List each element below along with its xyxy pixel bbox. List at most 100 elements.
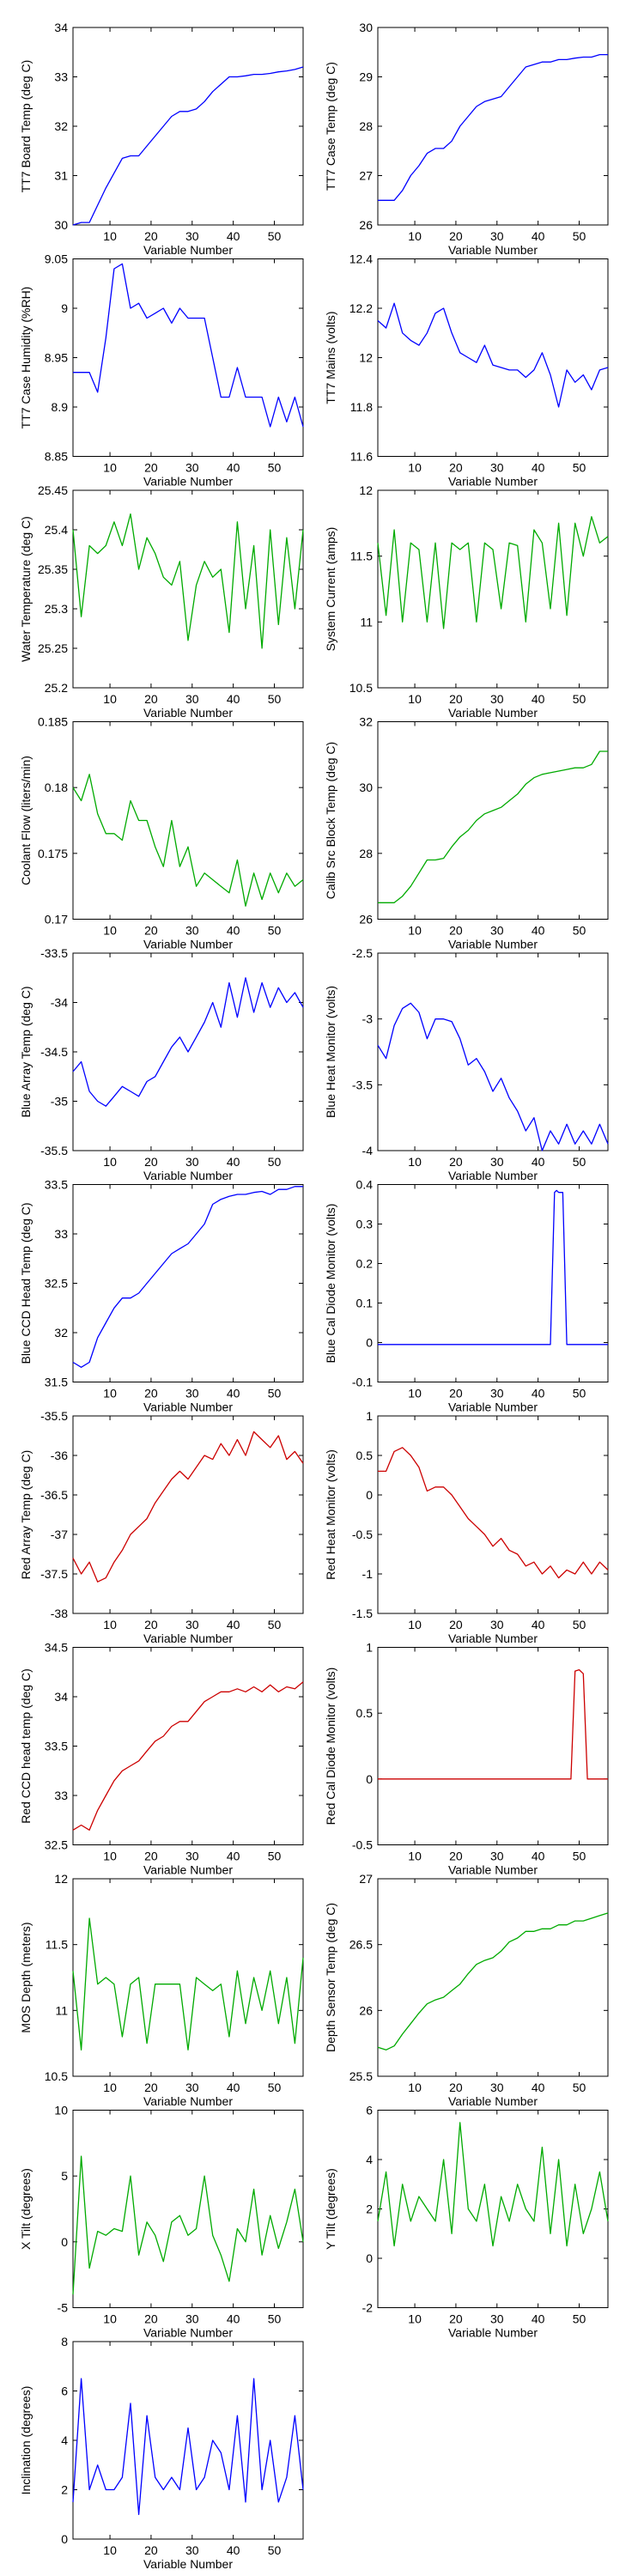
x-tick-label: 10 bbox=[408, 229, 422, 243]
chart-panel-11: 10 20 30 40 50 31.5 32 32.5 33 33.5 Variable Numbe… bbox=[19, 1178, 304, 1414]
series-line bbox=[72, 2378, 304, 2515]
y-tick-label: 34 bbox=[54, 1690, 68, 1704]
y-tick-label: 27 bbox=[359, 1872, 373, 1886]
y-tick-label: 33 bbox=[54, 1227, 68, 1241]
y-tick-label: 25.35 bbox=[38, 562, 68, 576]
chart-panel-7: 10 20 30 40 50 0.17 0.175 0.18 0.185 Variable Num… bbox=[19, 715, 304, 951]
x-axis-label: Variable Number bbox=[448, 1169, 538, 1182]
y-tick-label: 0 bbox=[366, 1488, 373, 1502]
x-tick-label: 10 bbox=[408, 461, 422, 475]
y-tick-label: 32.5 bbox=[45, 1838, 68, 1852]
y-tick-label: 30 bbox=[359, 781, 373, 794]
x-tick-label: 30 bbox=[185, 2543, 199, 2557]
plot-frame bbox=[377, 721, 609, 920]
y-tick-label: 33 bbox=[54, 1789, 68, 1802]
y-tick-label: 11 bbox=[360, 615, 373, 629]
x-tick-label: 40 bbox=[227, 2081, 240, 2094]
y-axis-label: Blue CCD Head Temp (deg C) bbox=[19, 1202, 33, 1364]
y-tick-label: 9.05 bbox=[45, 252, 68, 266]
series-line bbox=[72, 1186, 303, 1368]
y-axis-label: Water Temperature (deg C) bbox=[19, 516, 33, 662]
plot-frame bbox=[377, 1647, 609, 1845]
x-tick-label: 50 bbox=[268, 229, 282, 243]
y-tick-label: 32 bbox=[359, 715, 373, 729]
x-tick-label: 10 bbox=[408, 1387, 422, 1400]
y-tick-label: 12 bbox=[359, 351, 373, 365]
y-axis-label: Blue Cal Diode Monitor (volts) bbox=[324, 1204, 337, 1364]
x-tick-label: 20 bbox=[144, 1618, 158, 1631]
x-tick-label: 30 bbox=[185, 2081, 199, 2094]
y-tick-label: 12 bbox=[54, 1872, 68, 1886]
x-tick-label: 50 bbox=[573, 924, 586, 938]
series-line bbox=[72, 513, 304, 649]
y-tick-label: -35.5 bbox=[40, 1409, 68, 1423]
x-tick-label: 20 bbox=[449, 1387, 463, 1400]
x-tick-label: 50 bbox=[573, 1155, 586, 1169]
x-tick-label: 20 bbox=[144, 692, 158, 706]
x-tick-label: 50 bbox=[268, 1387, 282, 1400]
y-tick-label: 0.18 bbox=[45, 781, 68, 794]
plot-frame bbox=[72, 27, 304, 226]
y-tick-label: 0 bbox=[366, 1336, 373, 1350]
y-tick-label: 4 bbox=[366, 2153, 373, 2166]
x-tick-label: 10 bbox=[103, 2081, 117, 2094]
x-tick-label: 50 bbox=[268, 924, 282, 938]
chart-panel-16: 10 20 30 40 50 -0.5 0 0.5 1 Variable Number Red Ca… bbox=[324, 1641, 609, 1877]
x-axis-label: Variable Number bbox=[143, 243, 233, 257]
y-axis-label: Y Tilt (degrees) bbox=[324, 2168, 337, 2250]
x-tick-label: 20 bbox=[144, 229, 158, 243]
y-tick-label: 25.3 bbox=[45, 602, 68, 616]
y-tick-label: 6 bbox=[366, 2104, 373, 2117]
plot-frame bbox=[377, 258, 609, 457]
y-tick-label: -37.5 bbox=[40, 1567, 68, 1581]
y-tick-label: -3 bbox=[362, 1012, 374, 1026]
x-axis-label: Variable Number bbox=[448, 706, 538, 720]
x-tick-label: 50 bbox=[573, 692, 586, 706]
x-tick-label: 30 bbox=[490, 1618, 504, 1631]
y-tick-label: -33.5 bbox=[40, 946, 68, 960]
y-axis-label: MOS Depth (meters) bbox=[19, 1922, 33, 2032]
x-tick-label: 50 bbox=[573, 461, 586, 475]
x-tick-label: 10 bbox=[103, 1850, 117, 1863]
y-axis-label: Blue Array Temp (deg C) bbox=[19, 986, 33, 1117]
x-tick-label: 50 bbox=[268, 2081, 282, 2094]
y-tick-label: 1 bbox=[366, 1641, 373, 1655]
x-tick-label: 30 bbox=[490, 461, 504, 475]
series-line bbox=[377, 302, 609, 408]
x-tick-label: 40 bbox=[227, 229, 240, 243]
y-tick-label: 10 bbox=[54, 2104, 68, 2117]
x-tick-label: 20 bbox=[449, 2312, 463, 2326]
y-tick-label: 0 bbox=[61, 2532, 68, 2546]
y-tick-label: -3.5 bbox=[352, 1078, 373, 1091]
plot-frame bbox=[377, 1415, 609, 1614]
x-tick-label: 50 bbox=[573, 1618, 586, 1631]
x-tick-label: 40 bbox=[227, 2312, 240, 2326]
series-line bbox=[377, 1912, 609, 2050]
y-axis-label: Inclination (degrees) bbox=[19, 2386, 33, 2495]
y-tick-label: -38 bbox=[51, 1607, 68, 1620]
y-tick-label: -34 bbox=[51, 996, 68, 1010]
x-tick-label: 50 bbox=[573, 1387, 586, 1400]
chart-panel-20: 10 20 30 40 50 -2 0 2 4 6 Variable Number Y Tilt (d… bbox=[324, 2104, 609, 2340]
x-tick-label: 50 bbox=[268, 461, 282, 475]
x-axis-label: Variable Number bbox=[448, 2094, 538, 2108]
series-line bbox=[378, 1447, 609, 1579]
x-tick-label: 30 bbox=[185, 1618, 199, 1631]
y-tick-label: 12.4 bbox=[349, 252, 373, 266]
series-line bbox=[377, 2122, 609, 2247]
x-axis-label: Variable Number bbox=[448, 475, 538, 489]
y-tick-label: 6 bbox=[61, 2385, 68, 2398]
series-line bbox=[378, 53, 608, 201]
plot-frame bbox=[377, 27, 609, 226]
x-tick-label: 40 bbox=[532, 1387, 545, 1400]
y-tick-label: 0.4 bbox=[356, 1178, 374, 1192]
y-axis-label: Red Heat Monitor (volts) bbox=[324, 1449, 337, 1580]
x-tick-label: 20 bbox=[144, 1155, 158, 1169]
x-tick-label: 50 bbox=[268, 2543, 282, 2557]
x-tick-label: 20 bbox=[449, 924, 463, 938]
y-tick-label: -1 bbox=[362, 1567, 374, 1581]
x-tick-label: 50 bbox=[268, 1155, 282, 1169]
y-tick-label: 11.6 bbox=[350, 450, 373, 464]
